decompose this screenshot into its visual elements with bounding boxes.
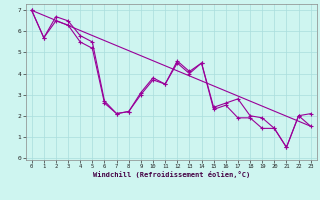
X-axis label: Windchill (Refroidissement éolien,°C): Windchill (Refroidissement éolien,°C)	[92, 171, 250, 178]
